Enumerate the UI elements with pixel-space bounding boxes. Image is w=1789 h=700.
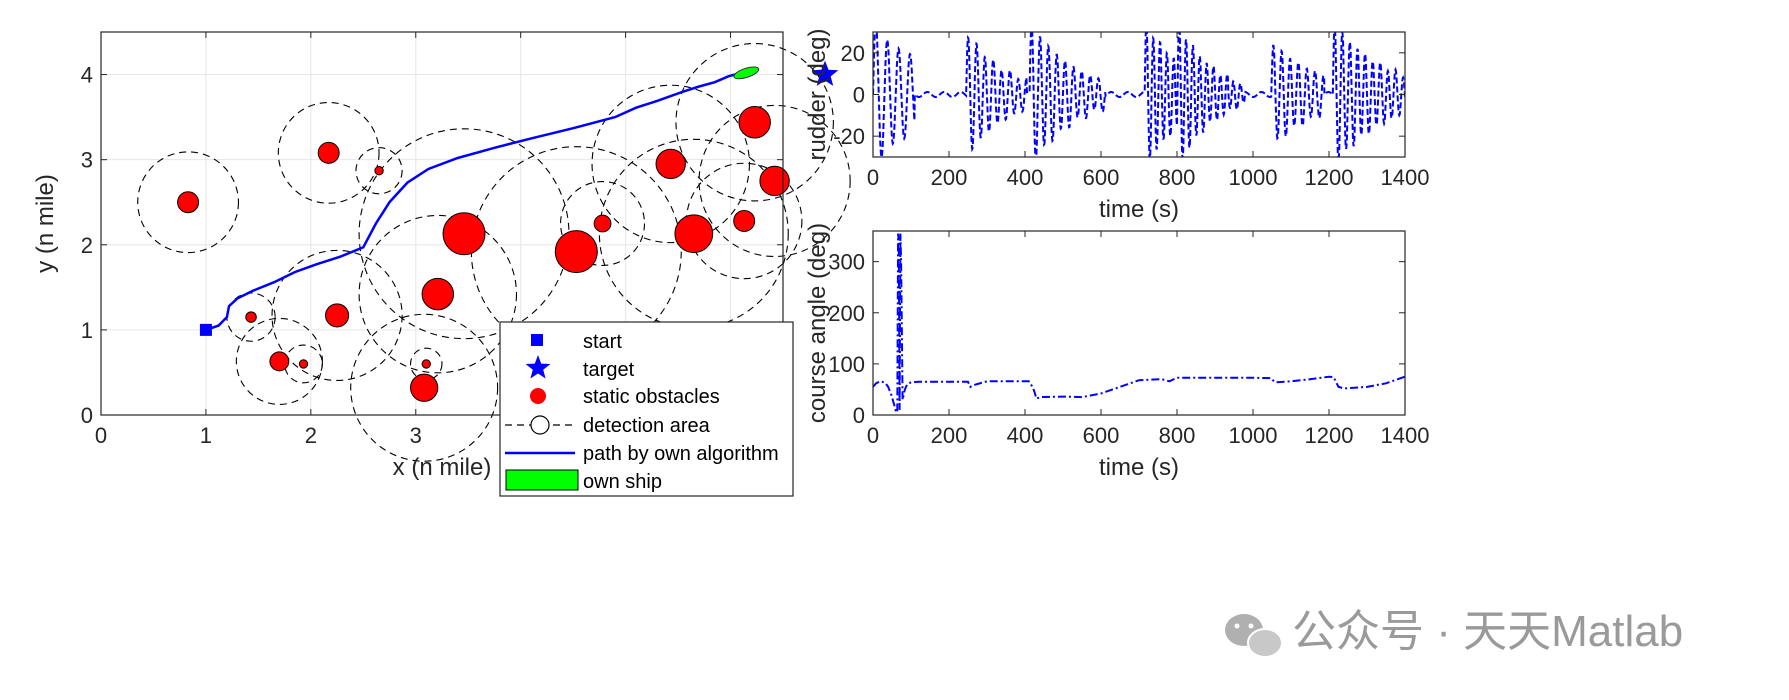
static-obstacle <box>421 277 455 311</box>
x-tick-label: 800 <box>1159 165 1196 190</box>
path-plot: 012345601234 x (n mile) y (n mile) <box>32 31 851 481</box>
x-tick-label: 0 <box>867 165 879 190</box>
static-obstacle <box>269 351 290 372</box>
legend-obstacle-icon <box>530 388 546 404</box>
static-obstacle <box>554 230 598 274</box>
static-obstacle <box>733 209 756 232</box>
own-path-line <box>205 71 742 332</box>
static-obstacle <box>325 303 350 328</box>
wechat-icon <box>1225 614 1283 658</box>
legend-ship-label: own ship <box>583 471 662 493</box>
detection-area <box>675 42 834 202</box>
legend-path-label: path by own algorithm <box>583 443 779 465</box>
path-plot-ylabel: y (n mile) <box>32 174 59 273</box>
static-obstacle <box>421 359 431 369</box>
rudder-plot-ylabel: rudder (deg) <box>804 28 831 160</box>
own-ship-icon <box>733 66 760 80</box>
detection-area <box>235 317 323 405</box>
detection-area <box>350 313 499 462</box>
legend-target-label: target <box>583 359 635 381</box>
course-plot-xlabel: time (s) <box>1099 454 1179 481</box>
detection-area <box>284 344 323 384</box>
detection-area <box>358 214 518 374</box>
course-plot: 0 200 400 600 800 1000 1200 1400 0 100 200 300 time… <box>804 223 1429 481</box>
course-plot-frame <box>872 230 1406 416</box>
legend-detection-icon <box>530 415 550 435</box>
y-tick-label: 100 <box>828 352 865 377</box>
y-tick-label: 20 <box>841 41 865 66</box>
y-tick-label: 0 <box>853 83 865 108</box>
rudder-plot-xlabel: time (s) <box>1099 196 1179 223</box>
legend-obstacle-label: static obstacles <box>583 386 720 408</box>
rudder-series <box>873 32 1405 157</box>
course-series <box>873 233 1405 415</box>
static-obstacle <box>374 166 384 176</box>
legend-target-icon <box>525 355 551 379</box>
y-tick-label: 200 <box>828 301 865 326</box>
x-tick-label: 1200 <box>1305 165 1354 190</box>
static-obstacle <box>655 148 686 180</box>
x-tick-label: 200 <box>931 165 968 190</box>
detection-area <box>137 151 239 254</box>
y-tick-label: 0 <box>853 403 865 428</box>
y-tick-label: 4 <box>81 63 93 88</box>
x-tick-label: 800 <box>1159 423 1196 448</box>
static-obstacle <box>738 105 771 139</box>
path-plot-frame <box>100 31 784 416</box>
x-tick-label: 1400 <box>1381 423 1430 448</box>
watermark-text: 公众号 · 天天Matlab <box>1292 607 1683 656</box>
x-tick-label: 2 <box>305 423 317 448</box>
static-obstacle <box>759 165 790 197</box>
y-tick-label: 3 <box>81 148 93 173</box>
start-marker <box>199 323 212 336</box>
detection-area <box>560 180 646 267</box>
y-tick-label: -20 <box>833 124 865 149</box>
legend: start target static obstacles detection … <box>499 321 794 497</box>
legend-start-label: start <box>583 331 622 353</box>
x-tick-label: 200 <box>931 423 968 448</box>
detection-area <box>271 249 403 382</box>
detection-area <box>355 147 403 195</box>
static-obstacle <box>442 212 486 256</box>
static-obstacle <box>317 141 340 164</box>
legend-start-icon <box>531 334 543 346</box>
x-tick-label: 600 <box>1083 423 1120 448</box>
x-tick-label: 1 <box>200 423 212 448</box>
watermark: 公众号 · 天天Matlab <box>1225 607 1683 658</box>
static-obstacle <box>245 311 257 323</box>
legend-ship-icon <box>505 469 579 491</box>
x-tick-label: 400 <box>1007 165 1044 190</box>
static-obstacle <box>298 359 309 369</box>
detection-area <box>277 101 380 204</box>
x-tick-label: 1200 <box>1305 423 1354 448</box>
x-tick-label: 1000 <box>1229 165 1278 190</box>
x-tick-label: 0 <box>95 423 107 448</box>
y-tick-label: 0 <box>81 403 93 428</box>
x-tick-label: 3 <box>410 423 422 448</box>
target-star-icon <box>811 60 839 86</box>
path-plot-xlabel: x (n mile) <box>393 454 492 481</box>
course-plot-ylabel: course angle (deg) <box>804 223 831 423</box>
x-tick-label: 600 <box>1083 165 1120 190</box>
legend-box <box>499 321 794 497</box>
static-obstacles <box>177 105 790 402</box>
x-tick-label: 0 <box>867 423 879 448</box>
static-obstacle <box>674 214 714 254</box>
x-tick-label: 400 <box>1007 423 1044 448</box>
y-tick-label: 2 <box>81 233 93 258</box>
static-obstacle <box>593 214 612 233</box>
static-obstacle <box>177 191 200 214</box>
y-tick-label: 1 <box>81 318 93 343</box>
x-tick-label: 1400 <box>1381 165 1430 190</box>
legend-detection-label: detection area <box>583 415 711 437</box>
x-tick-label: 1000 <box>1229 423 1278 448</box>
course-plot-ticks: 0 200 400 600 800 1000 1200 1400 0 100 200 300 <box>828 231 1429 448</box>
y-tick-label: 300 <box>828 250 865 275</box>
static-obstacle <box>410 373 439 402</box>
detection-area <box>698 104 851 258</box>
